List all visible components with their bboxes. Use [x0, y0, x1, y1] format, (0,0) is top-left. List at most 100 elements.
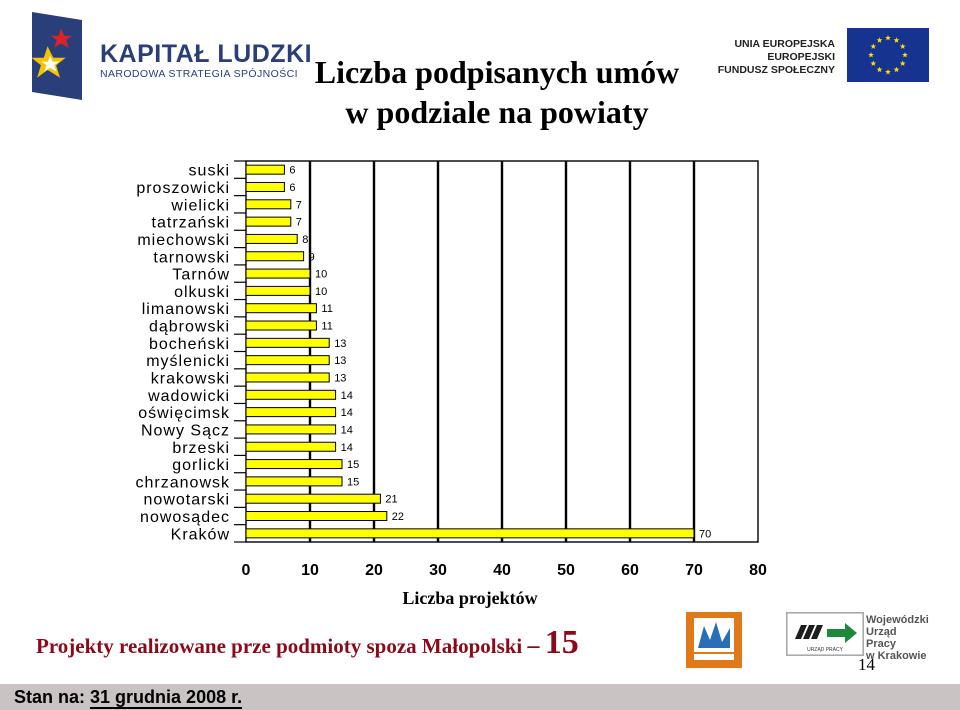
bar	[245, 268, 311, 279]
bar	[245, 424, 337, 435]
bar	[245, 372, 330, 383]
status-bar	[0, 684, 960, 710]
eu-star-icon	[893, 37, 900, 43]
eu-logo-text: UNIA EUROPEJSKA EUROPEJSKI FUNDUSZ SPOŁE…	[700, 38, 835, 77]
eu-star-icon	[893, 66, 900, 73]
data-label: 13	[334, 355, 346, 367]
bar	[245, 407, 337, 418]
x-tick-label: 20	[365, 562, 383, 579]
category-label: suski	[189, 163, 230, 180]
eu-star-icon	[868, 52, 874, 58]
data-label: 70	[699, 528, 711, 540]
category-label: gorlicki	[172, 457, 230, 474]
eu-star-icon	[870, 60, 877, 66]
x-tick-label: 70	[685, 562, 703, 579]
category-label: Kraków	[171, 526, 230, 543]
kapital-ludzki-title: KAPITAŁ LUDZKI	[100, 40, 313, 68]
external-projects-text: Projekty realizowane prze podmioty spoza…	[36, 634, 523, 658]
x-tick-label: 50	[557, 562, 575, 579]
external-projects-dash: –	[527, 633, 540, 659]
wup-line1: Wojewódzki	[866, 614, 929, 626]
category-label: bocheński	[149, 336, 230, 353]
eu-star-icon	[899, 60, 906, 66]
bar	[245, 511, 388, 522]
bar	[245, 233, 298, 244]
kapital-ludzki-emblem	[31, 12, 82, 100]
kapital-ludzki-subtitle: NARODOWA STRATEGIA SPÓJNOŚCI	[100, 68, 298, 80]
bar	[245, 303, 317, 314]
category-label: miechowski	[137, 232, 230, 249]
category-label: dąbrowski	[149, 319, 230, 336]
wup-line2: Urząd	[866, 626, 897, 638]
page-title-line1: Liczba podpisanych umów	[314, 54, 680, 90]
category-label: oświęcimsk	[138, 405, 230, 422]
bar	[245, 389, 337, 400]
bar	[245, 251, 305, 262]
category-label: chrzanowsk	[136, 474, 230, 491]
category-label: krakowski	[151, 370, 230, 387]
status-date: 31 grudnia 2008 r.	[90, 687, 243, 709]
x-axis-title: Liczba projektów	[402, 588, 538, 608]
data-label: 14	[341, 424, 353, 436]
malopolska-logo-icon	[686, 612, 742, 668]
eu-star-icon	[902, 52, 908, 58]
category-label: tatrzański	[152, 215, 230, 232]
eu-line3: FUNDUSZ SPOŁECZNY	[717, 64, 835, 76]
wup-name: Wojewódzki Urząd Pracy w Krakowie	[866, 614, 929, 662]
eu-flag-icon	[847, 28, 929, 82]
data-label: 14	[341, 390, 353, 402]
eu-star-icon	[899, 43, 906, 49]
bar	[245, 528, 695, 539]
wup-line3: Pracy	[866, 638, 896, 650]
bar	[245, 285, 311, 296]
data-label: 10	[315, 269, 327, 281]
category-label: proszowicki	[136, 180, 230, 197]
bar	[245, 493, 381, 504]
wup-logo-icon: URZĄD PRACY	[786, 612, 864, 656]
data-label: 6	[289, 182, 295, 194]
bar	[245, 216, 292, 227]
x-tick-label: 40	[493, 562, 511, 579]
x-tick-label: 0	[242, 562, 251, 579]
data-label: 7	[296, 199, 302, 211]
data-label: 10	[315, 286, 327, 298]
bar-chart: 0 10 20 30 40 50 60 70 80 6 suski 6 proszowicki 7 wiel…	[136, 160, 767, 579]
data-label: 13	[334, 372, 346, 384]
data-label: 9	[309, 251, 315, 263]
category-label: nowotarski	[144, 492, 230, 509]
eu-star-icon	[870, 43, 877, 49]
bar	[245, 476, 343, 487]
bar	[245, 355, 330, 366]
category-label: wadowicki	[147, 388, 230, 405]
data-label: 15	[347, 476, 359, 488]
bar	[245, 337, 330, 348]
bar	[245, 320, 317, 331]
x-tick-label: 80	[749, 562, 767, 579]
x-tick-label: 30	[429, 562, 447, 579]
eu-star-icon	[885, 35, 891, 41]
data-label: 13	[334, 338, 346, 350]
category-label: wielicki	[170, 197, 230, 214]
category-label: limanowski	[142, 301, 230, 318]
data-label: 15	[347, 459, 359, 471]
data-label: 6	[289, 165, 295, 177]
data-label: 11	[321, 321, 332, 333]
eu-star-icon	[876, 66, 883, 73]
bar	[245, 164, 285, 175]
external-projects-note: Projekty realizowane prze podmioty spoza…	[36, 624, 579, 662]
category-label: nowosądec	[140, 509, 230, 526]
status-label: Stan na:	[14, 687, 86, 707]
data-label: 8	[302, 234, 308, 246]
data-label: 14	[341, 407, 353, 419]
category-label: tarnowski	[153, 249, 230, 266]
page-title-line2: w podziale na powiaty	[345, 94, 649, 130]
bar	[245, 459, 343, 470]
eu-star-icon	[885, 69, 891, 75]
bar	[245, 199, 292, 210]
page-title: Liczba podpisanych umów w podziale na po…	[262, 52, 732, 132]
data-label: 14	[341, 442, 353, 454]
x-tick-label: 10	[301, 562, 319, 579]
bar	[245, 181, 285, 192]
x-tick-label: 60	[621, 562, 639, 579]
wup-line4: w Krakowie	[866, 650, 927, 662]
